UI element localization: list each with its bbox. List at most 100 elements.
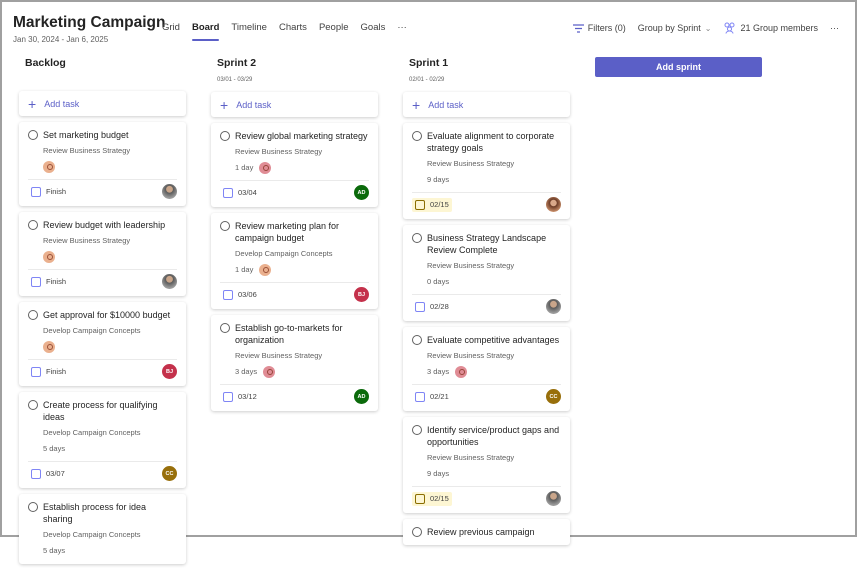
task-card[interactable]: Get approval for $10000 budget Develop C… — [19, 302, 186, 386]
task-card[interactable]: Create process for qualifying ideas Deve… — [19, 392, 186, 488]
task-title: Review marketing plan for campaign budge… — [235, 221, 340, 243]
complete-checkbox[interactable] — [412, 527, 422, 537]
group-by-dropdown[interactable]: Group by Sprint ⌄ — [638, 23, 712, 33]
add-task-button[interactable]: + Add task — [403, 92, 570, 117]
avatar[interactable]: CC — [546, 389, 561, 404]
tab-grid[interactable]: Grid — [162, 22, 180, 33]
avatar[interactable] — [546, 491, 561, 506]
avatar[interactable] — [546, 197, 561, 212]
column-sprint-2: Sprint 2 03/01 - 03/29 + Add task Review … — [211, 57, 378, 417]
due-date[interactable]: 03/07 — [28, 467, 68, 481]
task-card[interactable]: Identify service/product gaps and opport… — [403, 417, 570, 513]
task-bucket: Review Business Strategy — [427, 261, 515, 270]
due-date-label: Finish — [46, 187, 67, 196]
task-bucket: Review Business Strategy — [427, 351, 515, 360]
add-task-label: Add task — [428, 99, 464, 110]
task-title: Create process for qualifying ideas — [43, 400, 158, 422]
due-date-label: 02/15 — [430, 200, 449, 209]
due-date[interactable]: 03/12 — [220, 390, 260, 404]
more-options-button[interactable]: ··· — [830, 23, 839, 33]
column-backlog: Backlog + Add task Set marketing budget R… — [19, 57, 186, 570]
calendar-icon — [415, 391, 425, 402]
complete-checkbox[interactable] — [28, 310, 38, 320]
toolbar: Filters (0) Group by Sprint ⌄ 21 Group me… — [572, 22, 839, 34]
complete-checkbox[interactable] — [28, 502, 38, 512]
people-icon — [724, 22, 735, 34]
complete-checkbox[interactable] — [412, 335, 422, 345]
calendar-icon — [223, 187, 233, 198]
avatar[interactable]: BJ — [162, 364, 177, 379]
task-card[interactable]: Establish go-to-markets for organization… — [211, 315, 378, 411]
task-title: Establish process for idea sharing — [43, 502, 147, 524]
date-range: Jan 30, 2024 - Jan 6, 2025 — [13, 35, 109, 44]
task-title: Evaluate alignment to corporate strategy… — [427, 131, 555, 153]
complete-checkbox[interactable] — [412, 425, 422, 435]
complete-checkbox[interactable] — [412, 131, 422, 141]
task-card[interactable]: Evaluate competitive advantages Review B… — [403, 327, 570, 411]
due-date[interactable]: 03/06 — [220, 288, 260, 302]
task-title: Establish go-to-markets for organization — [235, 323, 343, 345]
view-tabs: Grid Board Timeline Charts People Goals ··· — [162, 22, 407, 41]
complete-checkbox[interactable] — [220, 221, 230, 231]
task-bucket: Develop Campaign Concepts — [43, 326, 141, 335]
task-title: Review global marketing strategy — [235, 131, 368, 141]
tab-people[interactable]: People — [318, 22, 349, 33]
tab-[interactable]: ··· — [397, 22, 407, 33]
plus-icon: + — [412, 96, 421, 113]
due-date[interactable]: 02/28 — [412, 300, 452, 314]
complete-checkbox[interactable] — [220, 131, 230, 141]
avatar[interactable] — [162, 184, 177, 199]
task-card[interactable]: Review marketing plan for campaign budge… — [211, 213, 378, 309]
task-bucket: Review Business Strategy — [427, 453, 515, 462]
filters-button[interactable]: Filters (0) — [572, 23, 626, 33]
calendar-icon — [415, 199, 425, 210]
group-members-button[interactable]: 21 Group members — [723, 22, 818, 34]
due-date[interactable]: Finish — [28, 275, 69, 289]
tab-timeline[interactable]: Timeline — [231, 22, 267, 33]
due-date-label: 03/06 — [238, 290, 257, 299]
complete-checkbox[interactable] — [412, 233, 422, 243]
due-date[interactable]: 02/21 — [412, 390, 452, 404]
task-title: Evaluate competitive advantages — [427, 335, 560, 345]
add-task-label: Add task — [44, 98, 80, 109]
complete-checkbox[interactable] — [220, 323, 230, 333]
task-duration: 1 day — [235, 163, 254, 172]
avatar[interactable]: CC — [162, 466, 177, 481]
due-date[interactable]: 02/15 — [412, 491, 452, 506]
due-date[interactable]: 03/04 — [220, 186, 260, 200]
calendar-icon — [415, 301, 425, 312]
task-card[interactable]: Set marketing budget Review Business Str… — [19, 122, 186, 206]
goal-icon — [263, 365, 276, 378]
due-date-label: Finish — [46, 277, 67, 286]
complete-checkbox[interactable] — [28, 220, 38, 230]
calendar-icon — [31, 468, 41, 479]
avatar[interactable]: AD — [354, 185, 369, 200]
task-card[interactable]: Review previous campaign — [403, 519, 570, 545]
avatar[interactable] — [546, 299, 561, 314]
avatar[interactable]: BJ — [354, 287, 369, 302]
task-card[interactable]: Establish process for idea sharing Devel… — [19, 494, 186, 564]
due-date[interactable]: Finish — [28, 365, 69, 379]
members-label: 21 Group members — [740, 23, 818, 33]
task-card[interactable]: Evaluate alignment to corporate strategy… — [403, 123, 570, 219]
add-task-button[interactable]: + Add task — [19, 91, 186, 116]
tab-board[interactable]: Board — [191, 22, 220, 41]
tab-charts[interactable]: Charts — [278, 22, 307, 33]
complete-checkbox[interactable] — [28, 130, 38, 140]
due-date[interactable]: 02/15 — [412, 197, 452, 212]
task-card[interactable]: Business Strategy Landscape Review Compl… — [403, 225, 570, 321]
add-sprint-button[interactable]: Add sprint — [595, 57, 762, 77]
calendar-icon — [31, 186, 41, 197]
calendar-icon — [31, 276, 41, 287]
avatar[interactable]: AD — [354, 389, 369, 404]
avatar[interactable] — [162, 274, 177, 289]
due-date[interactable]: Finish — [28, 185, 69, 199]
add-task-button[interactable]: + Add task — [211, 92, 378, 117]
goal-icon — [455, 365, 468, 378]
complete-checkbox[interactable] — [28, 400, 38, 410]
tab-goals[interactable]: Goals — [360, 22, 386, 33]
calendar-icon — [223, 289, 233, 300]
task-card[interactable]: Review global marketing strategy Review … — [211, 123, 378, 207]
task-card[interactable]: Review budget with leadership Review Bus… — [19, 212, 186, 296]
column-title: Backlog — [25, 57, 66, 69]
